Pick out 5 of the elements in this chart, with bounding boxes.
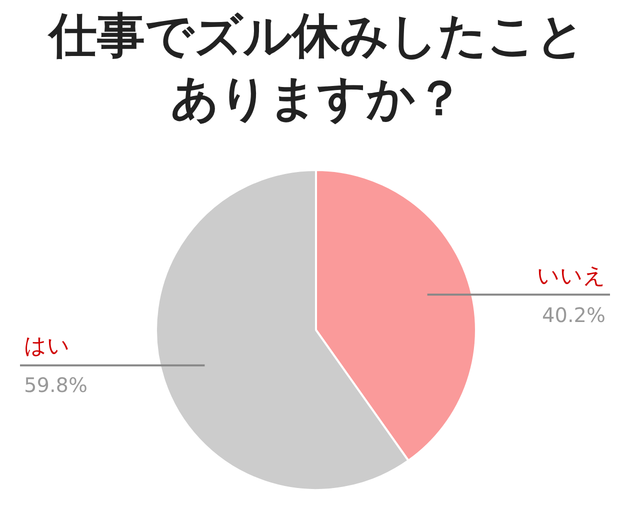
chart-title: 仕事でズル休みしたことありますか？ — [47, 8, 585, 126]
slice-label: はい — [24, 334, 70, 359]
slice-label: いいえ — [537, 264, 606, 289]
data-label: 40.2% — [542, 303, 606, 327]
data-label: 59.8% — [24, 373, 88, 397]
